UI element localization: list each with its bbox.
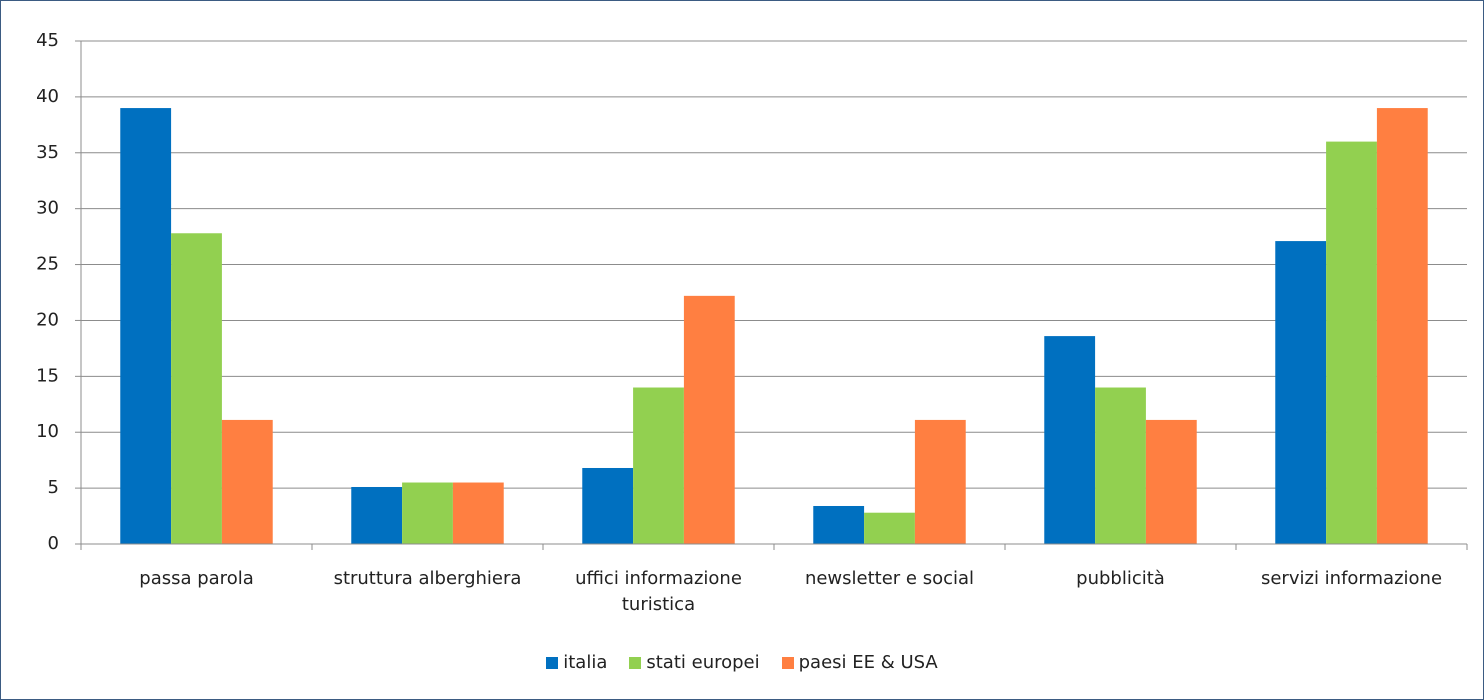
bar [1376,108,1428,545]
y-tick-label: 5 [48,477,59,498]
bar [1326,141,1377,544]
legend-item: stati europei [629,652,760,673]
y-tick-label: 40 [36,86,59,107]
bar [452,482,504,544]
y-tick-label: 10 [36,421,59,442]
y-tick-label: 30 [36,198,59,219]
bar [633,387,684,544]
bar [582,467,634,544]
x-tick-label: newsletter e social [804,568,975,589]
bar [1275,241,1327,545]
bar [171,233,222,544]
bar [221,419,273,544]
legend-swatch [629,656,642,669]
legend-item: italia [546,652,607,673]
legend-item: paesi EE & USA [781,652,938,673]
bar [351,486,403,544]
x-tick-label: struttura alberghiera [333,568,522,589]
legend-label: paesi EE & USA [798,652,938,673]
bar [813,505,865,544]
bar [1145,419,1197,544]
legend-swatch [546,656,559,669]
y-tick-label: 0 [48,533,59,554]
bar [683,295,735,544]
y-tick-label: 15 [36,365,59,386]
legend: italia stati europei paesi EE & USA [1,652,1483,673]
x-tick-label: uffici informazione turistica [575,568,742,615]
legend-swatch [781,656,794,669]
y-tick-label: 20 [36,309,59,330]
x-tick-label: pubblicità [1076,568,1165,589]
bar [1044,336,1096,544]
bar [402,482,453,544]
legend-label: stati europei [646,652,760,673]
bar [1095,387,1146,544]
bar [864,512,915,544]
y-tick-label: 35 [36,142,59,163]
y-tick-label: 45 [36,30,59,51]
bar [914,419,966,544]
legend-label: italia [563,652,608,673]
x-tick-label: passa parola [139,568,254,589]
y-tick-label: 25 [36,254,59,275]
x-tick-label: servizi informazione [1260,568,1443,589]
bar [120,108,172,545]
